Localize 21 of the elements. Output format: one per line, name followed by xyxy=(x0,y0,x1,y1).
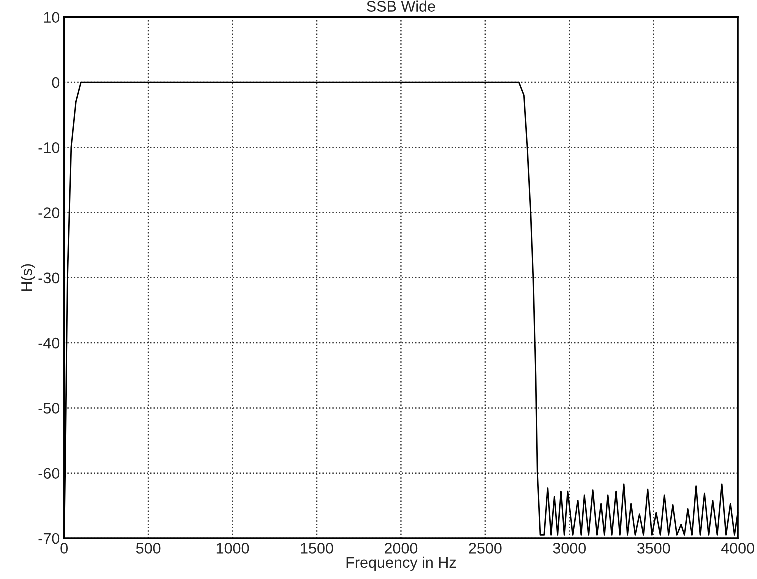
x-tick-label: 3000 xyxy=(553,543,586,554)
y-tick-label: -20 xyxy=(38,208,60,218)
y-tick-label: -40 xyxy=(38,338,60,349)
chart-title: SSB Wide xyxy=(367,0,436,12)
y-tick-label: 10 xyxy=(44,12,60,24)
y-tick-label: -60 xyxy=(38,468,60,480)
y-tick-label: -70 xyxy=(38,533,60,544)
x-tick-label: 4000 xyxy=(721,543,754,554)
x-tick-label: 3500 xyxy=(637,543,670,554)
y-tick-label: -30 xyxy=(38,272,60,284)
y-tick-label: -50 xyxy=(38,403,60,414)
y-axis-title: H(s) xyxy=(21,264,36,292)
x-tick-label: 1000 xyxy=(216,543,250,554)
x-tick-label: 1500 xyxy=(301,543,334,554)
y-tick-label: 0 xyxy=(52,77,60,88)
x-tick-label: 2500 xyxy=(469,543,502,554)
x-tick-label: 2000 xyxy=(384,543,418,554)
x-tick-label: 0 xyxy=(60,543,68,554)
x-tick-label: 500 xyxy=(136,543,161,554)
x-axis-title: Frequency in Hz xyxy=(346,556,456,572)
y-tick-label: -10 xyxy=(38,142,60,154)
